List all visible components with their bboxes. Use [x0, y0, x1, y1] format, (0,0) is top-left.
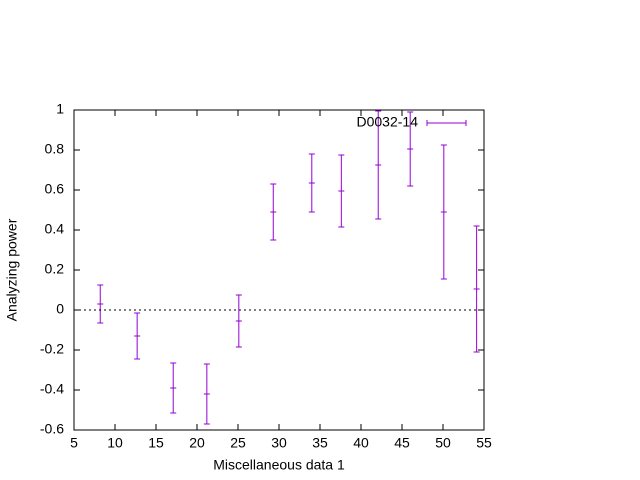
x-tick-label: 15: [148, 435, 164, 451]
legend-label: D0032-14: [357, 114, 419, 130]
y-tick-label: -0.4: [40, 381, 64, 397]
y-axis-label: Analyzing power: [4, 218, 20, 321]
y-tick-label: 1: [56, 101, 64, 117]
error-bar: [235, 294, 242, 348]
error-bar: [407, 111, 414, 187]
error-bar: [134, 312, 141, 360]
x-tick-label: 35: [312, 435, 328, 451]
x-tick-label: 45: [394, 435, 410, 451]
x-axis-label: Miscellaneous data 1: [213, 457, 345, 473]
y-tick-label: 0.2: [45, 261, 65, 277]
x-tick-label: 55: [476, 435, 492, 451]
y-tick-label: -0.2: [40, 341, 64, 357]
error-bar: [473, 225, 480, 353]
error-bar: [170, 362, 177, 414]
error-bar: [97, 284, 104, 324]
x-tick-label: 40: [353, 435, 369, 451]
x-tick-label: 25: [230, 435, 246, 451]
y-tick-label: 0.6: [45, 181, 65, 197]
error-bar: [440, 144, 447, 280]
x-tick-label: 30: [271, 435, 287, 451]
x-tick-label: 10: [107, 435, 123, 451]
error-bar: [338, 154, 345, 228]
y-tick-label: -0.6: [40, 421, 64, 437]
error-bar: [203, 363, 210, 425]
x-tick-label: 50: [435, 435, 451, 451]
x-tick-label: 5: [70, 435, 78, 451]
error-bar: [375, 110, 382, 220]
y-tick-label: 0.4: [45, 221, 65, 237]
plot-area: [97, 110, 480, 425]
y-tick-label: 0.8: [45, 141, 65, 157]
plot-border: [73, 109, 485, 431]
error-bar: [308, 153, 315, 213]
y-tick-label: 0: [56, 301, 64, 317]
x-tick-label: 20: [189, 435, 205, 451]
error-bar: [270, 183, 277, 241]
